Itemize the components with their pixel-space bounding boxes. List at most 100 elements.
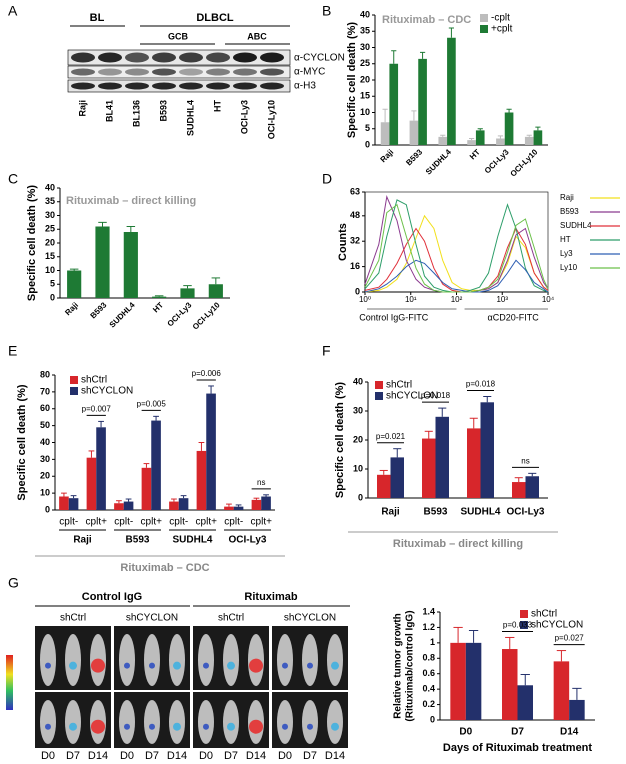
legend-label: SUDHL4 <box>560 221 592 230</box>
mouse <box>144 700 160 744</box>
legend-label: shCYCLON <box>81 386 133 397</box>
signal <box>227 661 235 670</box>
y-tick-label: 20 <box>360 74 370 84</box>
y-tick-label: 1.4 <box>422 606 435 616</box>
panel-label: F <box>322 343 331 359</box>
y-axis-label: Relative tumor growth <box>393 613 404 719</box>
legend-label: shCYCLON <box>386 391 438 402</box>
y-axis-label: Specific cell death (%) <box>26 185 38 301</box>
blot-band <box>71 68 95 76</box>
mouse <box>65 700 81 744</box>
y-axis-label: Counts <box>337 223 349 261</box>
bar <box>261 496 271 510</box>
signal <box>45 723 51 730</box>
mouse <box>327 700 343 744</box>
blot-subgroup: ABC <box>247 31 267 41</box>
signal <box>45 662 51 669</box>
legend-swatch <box>70 376 78 384</box>
blot-band <box>233 82 257 90</box>
mouse <box>169 634 185 686</box>
day-label: D7 <box>303 750 317 762</box>
x-axis-label: Rituximab – CDC <box>120 562 209 574</box>
panel-label: E <box>8 343 17 359</box>
signal <box>282 662 288 669</box>
annotation: ns <box>521 456 529 465</box>
signal <box>124 662 130 669</box>
bar <box>435 416 449 498</box>
bar <box>67 270 82 298</box>
bar <box>380 122 390 145</box>
legend-label: shCtrl <box>386 380 412 391</box>
bar <box>533 130 543 145</box>
y-axis-label: Specific cell death (%) <box>334 382 346 498</box>
y-tick-label: 0 <box>365 139 370 149</box>
y-tick-label: 70 <box>40 386 50 396</box>
y-tick-label: 32 <box>350 236 360 246</box>
y-tick-label: 30 <box>353 405 363 415</box>
bar <box>480 402 494 498</box>
x-tick-label: cplt- <box>59 517 78 528</box>
lane-label: B593 <box>158 100 168 122</box>
y-tick-label: 10 <box>45 265 55 275</box>
x-axis-label: Days of Rituximab treatment <box>443 742 592 754</box>
y-tick-label: 80 <box>40 369 50 379</box>
lane-label: SUDHL4 <box>185 100 195 136</box>
bar <box>390 457 404 498</box>
x-tick-label: 10¹ <box>405 295 417 304</box>
panel-label: C <box>8 171 18 187</box>
bar <box>96 427 106 510</box>
mouse <box>223 634 239 686</box>
signal <box>227 722 235 731</box>
legend-label: shCYCLON <box>531 620 583 631</box>
day-label: D0 <box>278 750 292 762</box>
annotation: p=0.018 <box>466 380 496 389</box>
y-tick-label: 20 <box>353 434 363 444</box>
blot-band <box>206 82 230 90</box>
mouse <box>327 634 343 686</box>
y-tick-label: 0 <box>355 286 360 296</box>
bar <box>178 498 189 510</box>
legend-label: shCtrl <box>81 375 107 386</box>
y-tick-label: 1.2 <box>422 622 435 632</box>
day-label: D0 <box>120 750 134 762</box>
bar <box>438 136 448 145</box>
lane-label: Raji <box>77 100 87 117</box>
antibody-label: α-H3 <box>294 81 316 92</box>
bar <box>524 136 534 145</box>
y-tick-label: 1 <box>430 637 435 647</box>
panel-label: D <box>322 171 332 187</box>
y-tick-label: 30 <box>360 42 370 52</box>
bar <box>504 112 514 145</box>
bar <box>569 699 585 720</box>
x-tick-label: cplt+ <box>196 517 218 528</box>
bar <box>141 467 152 510</box>
bar <box>224 506 234 510</box>
x-tick-label: 10⁰ <box>359 295 371 304</box>
signal <box>173 661 181 670</box>
blot-group: DLBCL <box>196 12 234 24</box>
blot-band <box>71 82 95 90</box>
legend-swatch <box>375 392 383 400</box>
blot-band <box>206 68 230 76</box>
y-tick-label: 0 <box>50 292 55 302</box>
blot-band <box>152 68 176 76</box>
signal <box>149 662 155 669</box>
x-axis-label: Rituximab – direct killing <box>393 538 523 550</box>
annotation: p=0.033 <box>503 621 533 630</box>
annotation: p=0.027 <box>555 634 585 643</box>
mouse <box>65 634 81 686</box>
y-tick-label: 0.4 <box>422 684 435 694</box>
legend-label: HT <box>560 235 571 244</box>
mouse <box>40 634 56 686</box>
blot-band <box>179 52 203 63</box>
x-tick-label: 10³ <box>496 295 508 304</box>
y-tick-label: 15 <box>45 251 55 261</box>
panel-label: A <box>8 3 18 19</box>
day-label: D14 <box>167 750 187 762</box>
color-bar <box>6 655 13 710</box>
legend-swatch <box>520 610 528 618</box>
bar <box>512 482 526 498</box>
bar <box>86 457 97 510</box>
y-tick-label: 48 <box>350 210 360 220</box>
y-tick-label: 0.2 <box>422 699 435 709</box>
